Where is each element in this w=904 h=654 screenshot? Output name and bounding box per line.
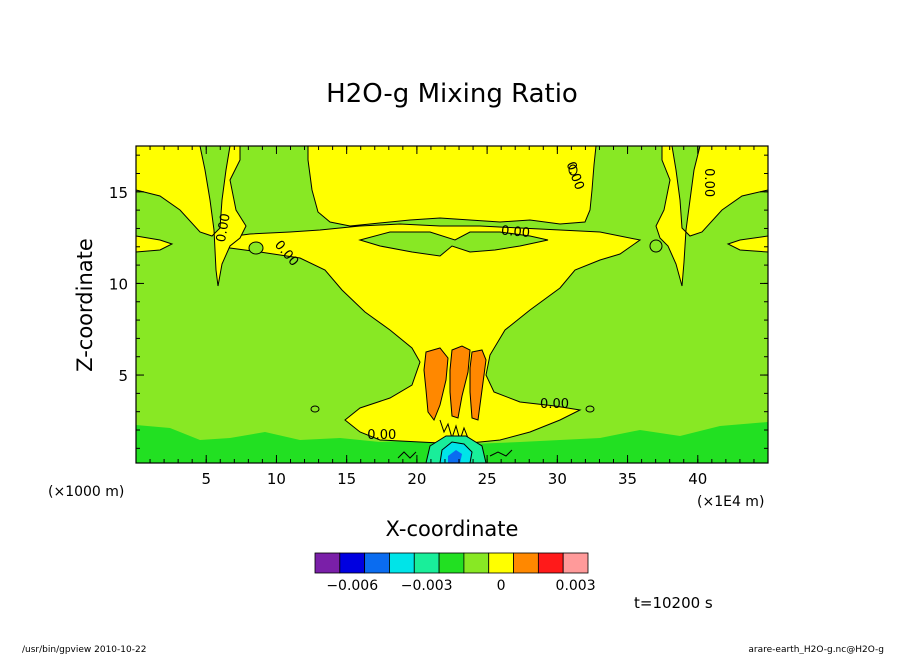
contour-label: 0.00 [500, 224, 530, 241]
colorbar-tick-label: −0.003 [401, 578, 453, 594]
anvil-green-hole [358, 231, 549, 257]
colorbar-tick-label: −0.006 [326, 578, 378, 594]
contour-label: 0.00 [214, 212, 234, 243]
x-tick-label: 15 [337, 470, 356, 488]
colorbar-swatch [513, 552, 539, 574]
y-tick-label: 5 [118, 367, 128, 385]
x-tick-label: 30 [548, 470, 567, 488]
chart-title: H2O-g Mixing Ratio [326, 79, 578, 109]
orange-core-center [449, 345, 471, 419]
y-tick-label: 15 [109, 184, 128, 202]
x-tick-label: 20 [407, 470, 426, 488]
x-tick-label: 10 [267, 470, 286, 488]
time-label: t=10200 s [634, 594, 713, 612]
island-2 [649, 239, 663, 253]
plot-area: 0.000.000.000.00 0.000.000.00 [136, 146, 768, 463]
colorbar [314, 552, 589, 574]
colorbar-labels: −0.006 −0.003 0 0.003 [326, 578, 595, 594]
colorbar-swatch [339, 552, 366, 574]
island-1 [248, 241, 264, 255]
island-3 [310, 405, 320, 413]
surface-deep-core [448, 450, 462, 463]
colorbar-swatch [562, 552, 589, 574]
right-edge-yellow [726, 235, 768, 253]
colorbar-tick-label: 0 [497, 578, 506, 594]
x-unit-right: (×1E4 m) [697, 494, 764, 510]
colorbar-swatch [537, 552, 564, 574]
colorbar-swatch [314, 552, 341, 574]
colorbar-swatch [438, 552, 465, 574]
contour-label: 0.00 [701, 168, 716, 197]
contour-label: 0.00 [367, 428, 396, 443]
left-yellow-plume [136, 146, 247, 287]
footer-right: arare-earth_H2O-g.nc@H2O-g [748, 645, 884, 654]
orange-core-right [469, 349, 487, 421]
contour-label: 0.00 [540, 397, 569, 412]
colorbar-swatch [413, 552, 440, 574]
colorbar-swatch [389, 552, 415, 574]
x-axis-label: X-coordinate [386, 517, 519, 541]
x-tick-label: 25 [478, 470, 497, 488]
low-level-band [136, 422, 768, 463]
island-4 [585, 405, 595, 413]
left-edge-yellow [136, 235, 174, 253]
colorbar-swatch [364, 552, 390, 574]
footer-left: /usr/bin/gpview 2010-10-22 [22, 645, 146, 654]
island-5 [568, 164, 578, 176]
plot-frame [135, 145, 769, 464]
x-unit-left: (×1000 m) [48, 484, 124, 500]
colorbar-tick-label: 0.003 [556, 578, 596, 594]
colorbar-swatch [488, 552, 514, 574]
y-axis-ticks: 5 10 15 [109, 154, 768, 449]
right-yellow-plume [655, 146, 768, 287]
surface-clutter [397, 419, 513, 459]
colorbar-swatch [463, 552, 490, 574]
orange-core-left [423, 347, 449, 422]
central-yellow-region [218, 146, 642, 445]
x-tick-label: 5 [201, 470, 211, 488]
x-tick-label: 40 [688, 470, 707, 488]
y-axis-label: Z-coordinate [73, 238, 97, 372]
x-axis-ticks: 5 10 15 20 25 30 35 40 [149, 146, 755, 488]
y-tick-label: 10 [109, 275, 128, 293]
x-tick-label: 35 [618, 470, 637, 488]
